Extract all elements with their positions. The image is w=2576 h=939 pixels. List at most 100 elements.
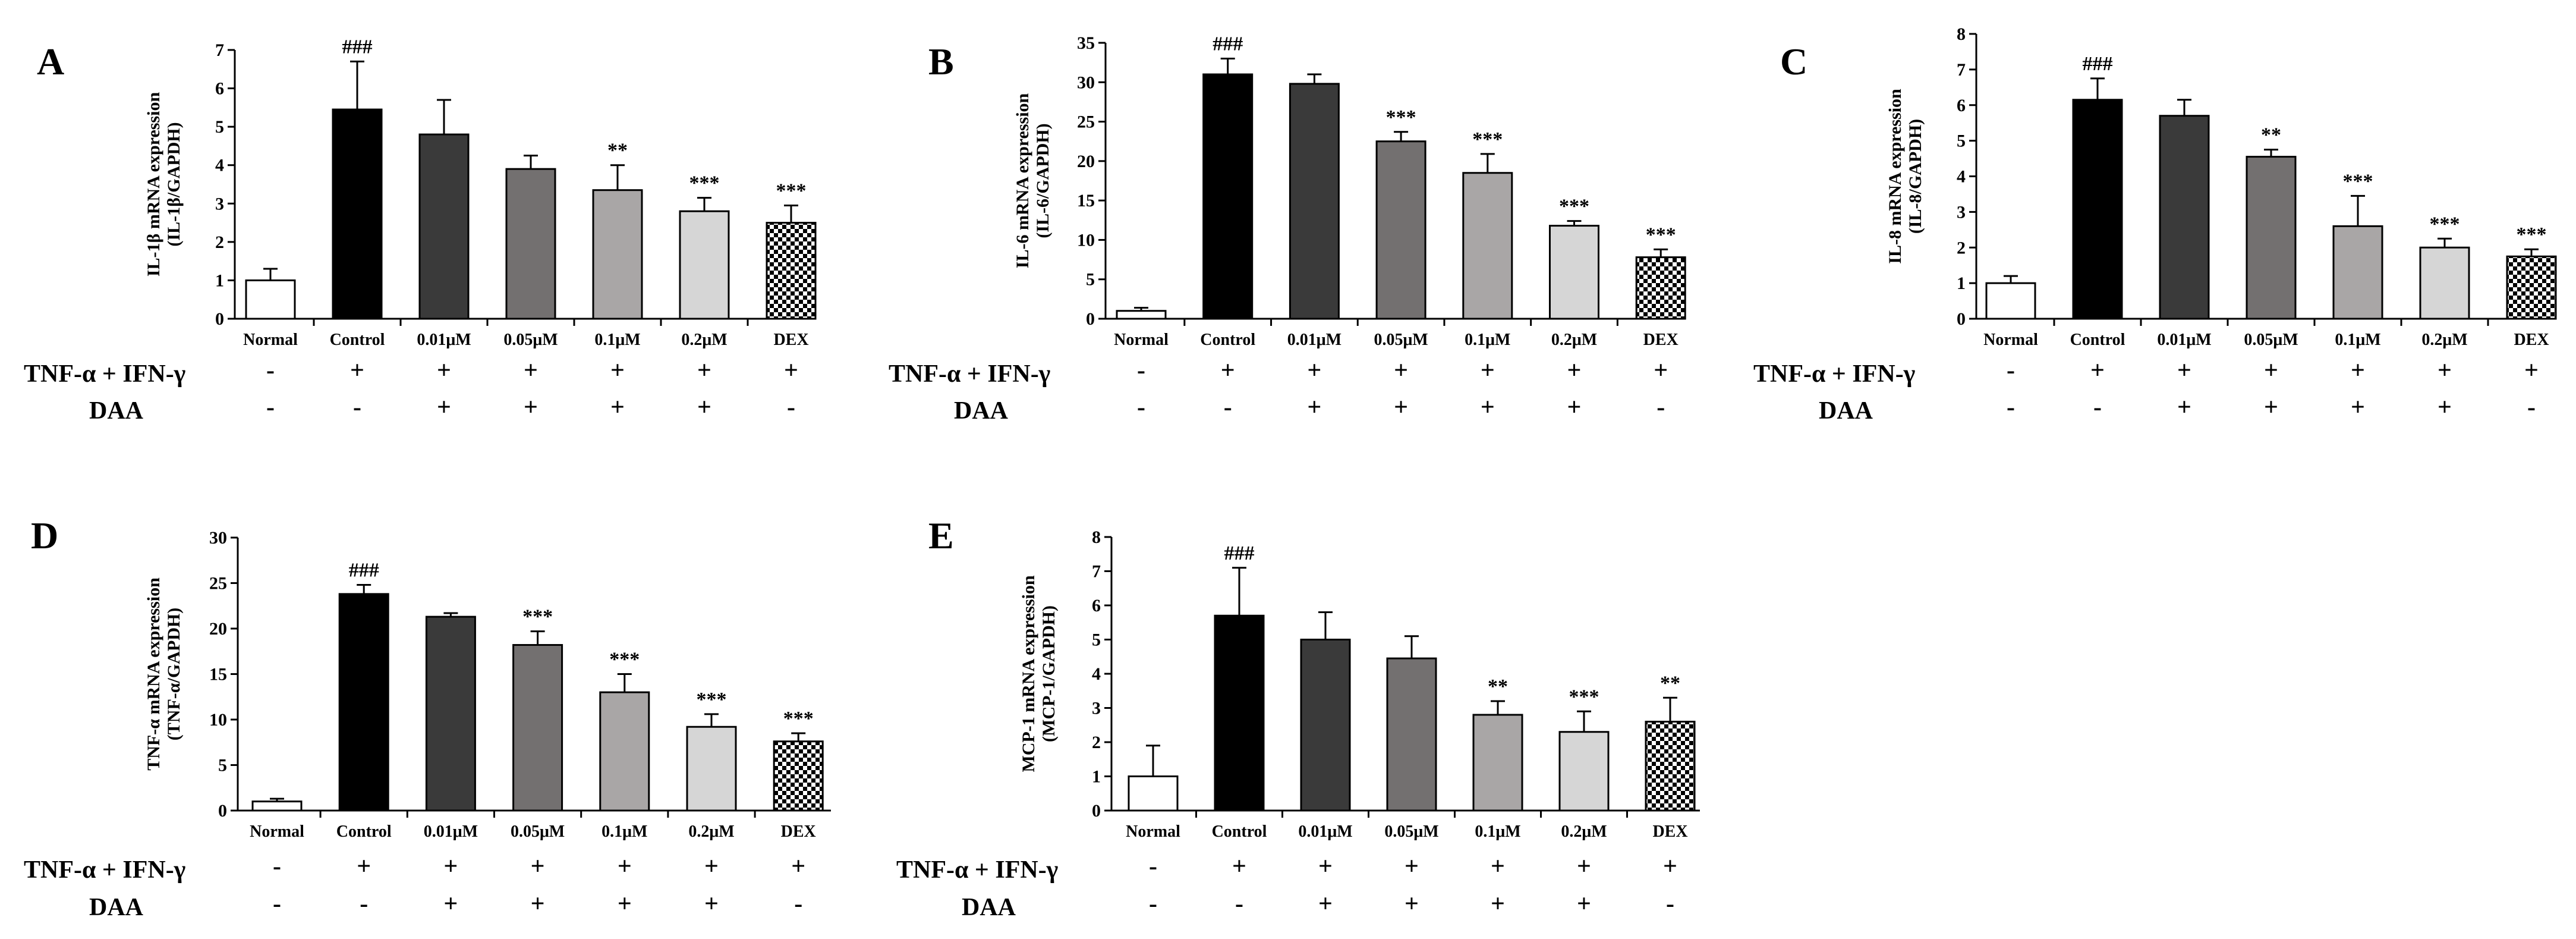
y-axis-label-line: (IL-6/GAPDH) [1033,123,1053,238]
chart-panel-c: C IL-8 mRNA expression (IL-8/GAPDH) 0 1 2 3 4 5 6… [1753,24,2557,425]
category-label: Normal [1114,331,1169,349]
y-axis-label-line: MCP-1 mRNA expression [1019,575,1038,772]
chart-panel-e: E MCP-1 mRNA expression (MCP-1/GAPDH) 0 1 2 3 4… [896,514,1700,921]
bar-6 [1635,256,1686,320]
category-label: Normal [250,822,304,841]
bar-1 [1202,73,1254,320]
tnf-ifn-symbol: + [350,357,364,384]
significance-mark: *** [1569,686,1599,708]
category-label: 0.1μM [594,331,640,349]
treatment-label-daa: DAA [954,397,1009,425]
category-label: Control [336,822,392,841]
bar-6 [2506,255,2557,320]
panel-letter: C [1780,40,1807,83]
tnf-ifn-symbol: + [1318,853,1333,880]
category-label: Control [2070,331,2125,349]
daa-symbol: + [1577,890,1591,918]
significance-mark: *** [1472,128,1503,150]
significance-mark: *** [776,180,807,202]
bar-4 [1472,714,1523,812]
bar-3 [512,644,563,812]
y-tick-label: 6 [215,79,224,99]
tnf-ifn-symbol: + [2438,357,2452,384]
tnf-ifn-symbol: + [784,357,798,384]
category-label: 0.2μM [1551,331,1597,349]
significance-mark: ### [1224,542,1255,564]
y-tick-label: 7 [215,40,224,60]
daa-symbol: - [1137,394,1145,421]
bar-5 [679,210,730,320]
y-tick-label: 30 [209,528,227,548]
daa-symbol: + [697,394,711,421]
tnf-ifn-symbol: - [1137,357,1145,384]
daa-symbol: + [1567,394,1582,421]
tnf-ifn-symbol: + [2524,357,2539,384]
tnf-ifn-symbol: + [610,357,625,384]
tnf-ifn-symbol: + [1567,357,1582,384]
category-label: DEX [773,331,808,349]
y-tick-label: 4 [1957,167,1966,187]
category-label: DEX [1643,331,1679,349]
treatment-label-tnf-ifn: TNF-α + IFN-γ [24,856,186,884]
bar-0 [1128,775,1179,812]
category-label: 0.2μM [688,822,734,841]
tnf-ifn-symbol: - [273,853,281,880]
y-tick-label: 5 [1086,270,1095,290]
tnf-ifn-symbol: + [357,853,371,880]
bar-4 [599,691,650,812]
y-tick-label: 8 [1957,24,1966,44]
category-label: DEX [2514,331,2549,349]
category-label: 0.2μM [1561,822,1607,841]
significance-mark: *** [609,649,640,671]
panel-letter: D [31,514,58,557]
bar-6 [1645,721,1696,812]
daa-symbol: - [1224,394,1232,421]
y-tick-label: 3 [215,194,224,213]
tnf-ifn-symbol: + [1577,853,1591,880]
bar-2 [425,615,476,812]
category-label: Control [1200,331,1255,349]
tnf-ifn-symbol: + [2177,357,2191,384]
y-axis-label: IL-1β mRNA expression (IL-1β/GAPDH) [144,92,184,277]
category-label: DEX [781,822,816,841]
y-tick-label: 5 [1957,131,1966,151]
tnf-ifn-symbol: + [1654,357,1668,384]
daa-symbol: - [794,890,802,918]
y-tick-label: 20 [209,619,227,639]
daa-symbol: + [1491,890,1505,918]
bar-3 [1375,140,1426,320]
treatment-label-tnf-ifn: TNF-α + IFN-γ [889,360,1051,388]
tnf-ifn-symbol: + [1394,357,1408,384]
category-label: Control [330,331,385,349]
daa-symbol: + [704,890,719,918]
daa-symbol: + [437,394,451,421]
y-tick-label: 0 [215,309,224,329]
daa-symbol: - [2007,394,2015,421]
bar-2 [1300,639,1351,812]
y-tick-label: 1 [215,271,224,290]
significance-mark: *** [1559,196,1589,218]
y-tick-label: 15 [1077,191,1095,211]
category-label: 0.1μM [1465,331,1510,349]
tnf-ifn-symbol: + [443,853,458,880]
bar-5 [1549,225,1599,320]
bar-1 [2072,99,2123,320]
tnf-ifn-symbol: + [1307,357,1321,384]
y-axis-label: TNF-α mRNA expression (TNF-α/GAPDH) [144,577,184,771]
y-axis-label-line: (IL-8/GAPDH) [1906,119,1925,234]
bar-2 [1289,83,1340,320]
category-label: 0.01μM [1287,331,1341,349]
daa-symbol: - [1657,394,1665,421]
daa-symbol: + [1404,890,1419,918]
tnf-ifn-symbol: + [2351,357,2365,384]
y-tick-label: 5 [218,756,227,775]
category-label: DEX [1652,822,1687,841]
significance-mark: ** [1488,676,1508,698]
daa-symbol: + [610,394,625,421]
chart-panel-b: B IL-6 mRNA expression (IL-6/GAPDH) 0 5 10 15 2… [889,33,1686,425]
treatment-label-daa: DAA [1819,397,1873,425]
bar-3 [505,168,556,320]
bar-1 [1214,614,1265,812]
bar-1 [332,108,383,320]
y-tick-label: 0 [1957,309,1966,329]
